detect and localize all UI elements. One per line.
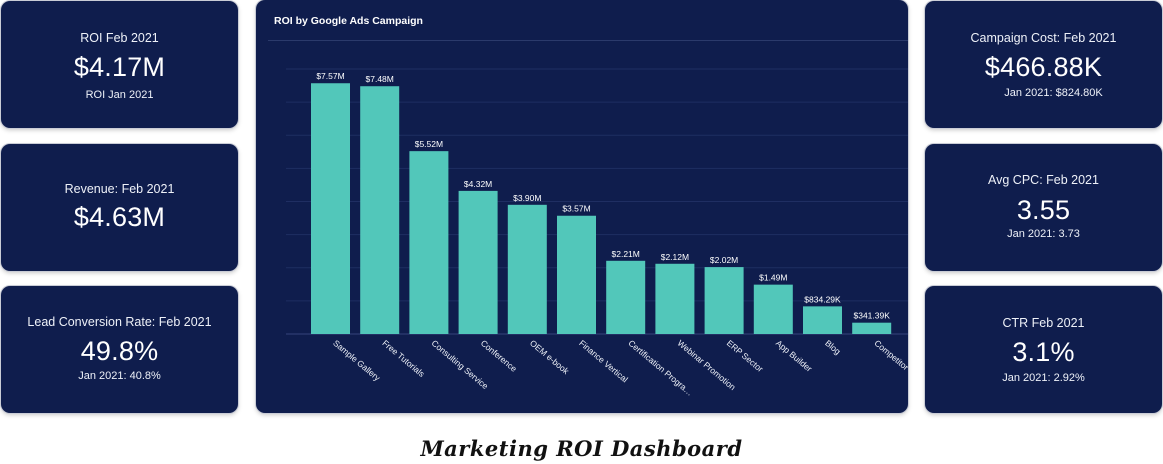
bar-value-label: $834.29K [804, 294, 841, 304]
revenue-feb-label: Revenue: Feb 2021 [64, 182, 175, 196]
chart-bar[interactable] [655, 263, 695, 334]
campaign-cost-jan: Jan 2021: $824.80K [1004, 87, 1103, 99]
category-tick-label: Blog [823, 338, 843, 357]
avg-cpc-label: Avg CPC: Feb 2021 [988, 173, 1099, 187]
dashboard-title: Marketing ROI Dashboard [420, 436, 743, 461]
bar-value-label: $2.21M [612, 249, 640, 259]
campaign-cost-value: $466.88K [984, 52, 1103, 82]
avg-cpc-jan: Jan 2021: 3.73 [1007, 228, 1080, 240]
roi-bar-chart: $7.57M Sample Gallery $7.48M Free Tutorials… [286, 68, 908, 398]
ctr-jan: Jan 2021: 2.92% [1002, 372, 1085, 384]
bar-value-label: $5.52M [415, 139, 443, 149]
roi-feb-label: ROI Feb 2021 [80, 31, 159, 45]
category-tick-label: Conference [479, 338, 519, 374]
chart-bar[interactable] [458, 190, 498, 334]
chart-bar[interactable] [852, 322, 892, 334]
category-tick-label: Finance Vertical [577, 338, 630, 385]
campaign-cost-label: Campaign Cost: Feb 2021 [970, 31, 1117, 45]
roi-by-campaign-chart-card: ROI by Google Ads Campaign $7.57M Sample … [256, 0, 908, 413]
chart-bar[interactable] [311, 83, 350, 335]
category-tick-label: Sample Gallery [331, 338, 383, 383]
ctr-card: CTR Feb 2021 3.1% Jan 2021: 2.92% [925, 286, 1162, 413]
lead-conversion-card: Lead Conversion Rate: Feb 2021 49.8% Jan… [1, 286, 238, 413]
category-tick-label: OEM e-book [528, 338, 572, 377]
chart-bar[interactable] [409, 151, 449, 334]
chart-bar[interactable] [557, 215, 596, 334]
roi-jan-label: ROI Jan 2021 [85, 89, 154, 101]
chart-bar[interactable] [606, 260, 646, 334]
category-tick-label: Free Tutorials [380, 338, 426, 379]
lead-conversion-value: 49.8% [80, 336, 159, 366]
campaign-cost-card: Campaign Cost: Feb 2021 $466.88K Jan 202… [925, 1, 1162, 128]
bar-value-label: $2.12M [661, 252, 689, 262]
ctr-value: 3.1% [1012, 337, 1075, 367]
bar-value-label: $3.90M [513, 193, 541, 203]
category-tick-label: Competitor [872, 338, 908, 372]
bar-value-label: $4.32M [464, 179, 492, 189]
bar-value-label: $3.57M [562, 204, 590, 214]
chart-bar[interactable] [753, 284, 793, 334]
bar-value-label: $7.57M [316, 71, 344, 81]
lead-conversion-label: Lead Conversion Rate: Feb 2021 [27, 315, 212, 329]
category-tick-label: ERP Sector [725, 338, 765, 374]
roi-feb-card: ROI Feb 2021 $4.17M ROI Jan 2021 [1, 1, 238, 128]
bar-value-label: $1.49M [759, 273, 787, 283]
roi-feb-value: $4.17M [73, 52, 166, 82]
category-tick-label: App Builder [774, 338, 814, 374]
chart-bar[interactable] [507, 204, 547, 334]
chart-title: ROI by Google Ads Campaign [274, 15, 423, 27]
bar-value-label: $2.02M [710, 255, 738, 265]
bar-value-label: $341.39K [853, 311, 890, 321]
chart-bar[interactable] [360, 86, 400, 334]
revenue-feb-card: Revenue: Feb 2021 $4.63M [1, 144, 238, 271]
ctr-label: CTR Feb 2021 [1002, 316, 1085, 330]
avg-cpc-card: Avg CPC: Feb 2021 3.55 Jan 2021: 3.73 [925, 144, 1162, 271]
avg-cpc-value: 3.55 [1016, 195, 1071, 225]
chart-bar[interactable] [704, 267, 744, 334]
bar-value-label: $7.48M [366, 74, 394, 84]
chart-bar[interactable] [803, 306, 842, 334]
revenue-feb-value: $4.63M [73, 202, 166, 232]
chart-title-divider [268, 40, 908, 41]
lead-conversion-jan: Jan 2021: 40.8% [78, 370, 161, 382]
